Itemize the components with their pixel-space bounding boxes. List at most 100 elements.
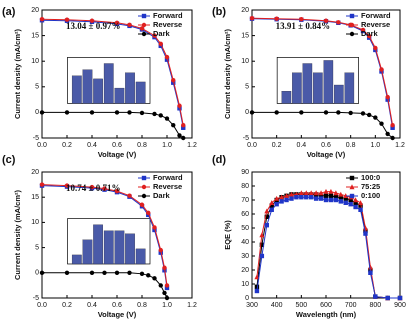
inset-bar <box>103 230 114 265</box>
data-point <box>274 110 279 115</box>
data-point <box>158 283 163 288</box>
data-point <box>264 214 269 219</box>
x-tick-label: 1.2 <box>187 302 197 309</box>
data-point <box>353 200 358 205</box>
data-point <box>338 199 343 204</box>
data-point <box>171 80 176 85</box>
data-point <box>269 203 274 208</box>
y-tick-label: 0 <box>245 109 249 116</box>
data-point <box>363 231 368 236</box>
panel: (b) 0.0 0.2 0.4 0.6 0.8 1.0 1.2 -5 0 5 10 15 20 Voltag… <box>212 6 405 159</box>
data-point <box>249 15 255 21</box>
data-point <box>338 191 344 197</box>
inset-bar <box>82 239 93 265</box>
data-point <box>139 110 145 116</box>
data-point <box>102 270 107 275</box>
inset-bar <box>313 72 323 104</box>
panel: (a) 0.0 0.2 0.4 0.6 0.8 1.0 1.2 -5 0 5 10 15 20 Voltag… <box>2 6 197 159</box>
annotation: 10.74 ± 0.71% <box>66 183 120 193</box>
x-tick-label: 700 <box>345 302 357 309</box>
data-point <box>323 18 329 23</box>
data-point <box>181 125 186 130</box>
inset-bar <box>114 87 125 104</box>
data-point <box>348 202 353 207</box>
inset-bar <box>135 81 146 104</box>
y-tick-label: -5 <box>243 135 249 142</box>
x-tick-label: 0.2 <box>62 142 72 149</box>
data-point <box>366 112 372 118</box>
data-point <box>164 295 170 301</box>
x-tick-label: 0.6 <box>112 142 122 149</box>
data-point <box>318 193 324 198</box>
y-axis-title: Current density (mA/cm²) <box>223 28 232 119</box>
data-point <box>146 273 151 278</box>
inset-bar <box>71 254 82 265</box>
data-point <box>279 194 285 200</box>
data-point <box>64 270 70 275</box>
y-tick-label: 30 <box>241 253 249 260</box>
x-tick-label: 0.2 <box>62 302 72 309</box>
data-point <box>353 197 359 203</box>
x-tick-label: 0.2 <box>272 142 282 149</box>
data-point <box>318 196 324 201</box>
y-tick-label: 5 <box>35 244 39 251</box>
x-tick-label: 1.0 <box>370 142 380 149</box>
data-point <box>323 110 329 115</box>
data-point <box>152 33 157 38</box>
x-tick-label: 900 <box>394 302 406 309</box>
inset-bar <box>103 63 114 104</box>
data-point <box>114 20 120 25</box>
panel-label: (b) <box>212 6 226 18</box>
x-tick-label: 1.2 <box>187 142 197 149</box>
y-tick-label: 10 <box>241 281 249 288</box>
series-line <box>41 185 168 288</box>
data-point <box>294 195 299 200</box>
x-axis-title: Voltage (V) <box>98 310 137 319</box>
data-point <box>367 264 373 270</box>
data-point <box>308 190 314 196</box>
data-point <box>89 184 95 190</box>
data-point <box>379 67 384 72</box>
x-tick-label: 0.6 <box>321 142 331 149</box>
data-point <box>152 111 157 117</box>
data-point <box>323 197 329 203</box>
data-point <box>366 33 372 39</box>
data-point <box>385 295 390 301</box>
x-tick-label: 0.4 <box>87 302 97 309</box>
y-tick-label: 20 <box>31 169 39 176</box>
x-tick-label: 0.4 <box>87 142 97 149</box>
inset-bar <box>323 60 334 104</box>
data-point <box>146 210 151 216</box>
data-point <box>303 190 309 196</box>
data-point <box>390 123 395 128</box>
inset-bar <box>114 230 125 265</box>
data-point <box>254 288 260 294</box>
legend-label: Dark <box>361 29 379 38</box>
legend-marker <box>141 184 147 190</box>
x-tick-label: 1.0 <box>162 302 172 309</box>
legend-label: Reverse <box>153 20 182 29</box>
x-tick-label: 0.0 <box>37 142 47 149</box>
legend-label: Dark <box>153 29 171 38</box>
legend-marker <box>141 22 147 28</box>
data-point <box>385 94 390 100</box>
data-point <box>385 131 390 137</box>
x-tick-label: 0.8 <box>137 302 147 309</box>
x-axis-title: Wavelength (nm) <box>296 310 357 319</box>
x-tick-label: 0.0 <box>247 142 257 149</box>
data-point <box>259 242 265 247</box>
y-tick-label: 15 <box>241 32 249 39</box>
x-axis-title: Voltage (V) <box>307 150 346 159</box>
data-point <box>313 196 319 201</box>
data-point <box>336 110 341 115</box>
data-point <box>343 196 348 201</box>
data-point <box>269 207 274 212</box>
data-point <box>348 197 353 203</box>
x-tick-label: 0.0 <box>37 302 47 309</box>
data-point <box>102 186 107 191</box>
data-point <box>358 207 363 212</box>
inset-bar <box>135 248 146 265</box>
data-point <box>264 208 270 214</box>
y-tick-label: 10 <box>241 58 249 65</box>
data-point <box>313 190 319 196</box>
